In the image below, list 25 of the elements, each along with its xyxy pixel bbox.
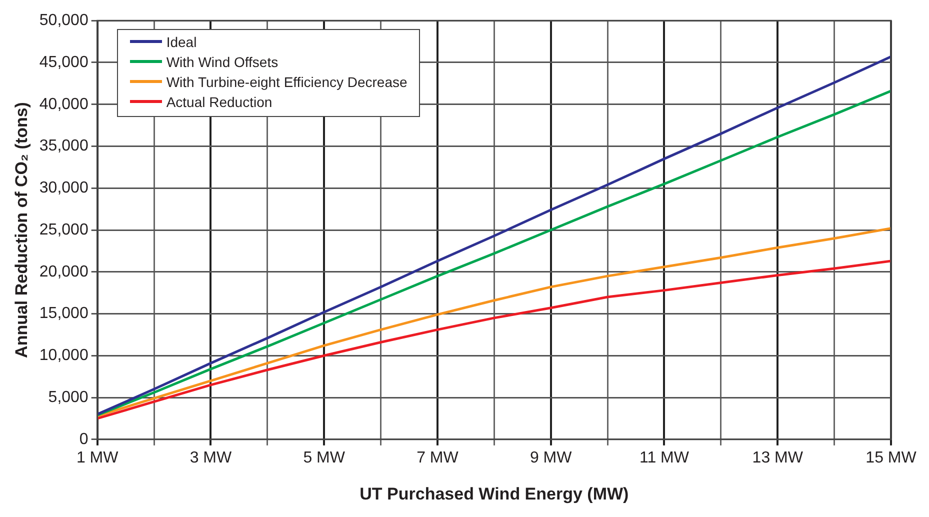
x-tick-label: 11 MW [639, 449, 690, 466]
y-axis-title: Annual Reduction of CO₂ (tons) [12, 102, 31, 358]
x-tick-label: 3 MW [190, 449, 232, 466]
legend-label: With Wind Offsets [166, 52, 278, 72]
y-tick-label: 30,000 [39, 180, 88, 197]
y-tick-label: 5,000 [48, 388, 88, 406]
x-tick-label: 1 MW [76, 449, 120, 466]
y-tick-label: 45,000 [39, 54, 88, 71]
y-tick-label: 15,000 [39, 305, 88, 322]
y-tick-label: 20,000 [39, 263, 88, 280]
y-tick-label: 50,000 [39, 12, 88, 30]
y-tick-label: 25,000 [39, 221, 88, 238]
y-tick-label: 35,000 [39, 138, 88, 155]
x-tick-label: 13 MW [752, 449, 804, 466]
x-tick-label: 5 MW [303, 449, 346, 466]
y-tick-label: 10,000 [39, 347, 88, 364]
x-tick-label: 9 MW [530, 449, 573, 466]
x-tick-label: 15 MW [866, 449, 918, 466]
x-tick-label: 7 MW [416, 449, 460, 466]
legend-label: Actual Reduction [166, 92, 272, 112]
legend-label: Ideal [166, 32, 197, 52]
x-axis-title: UT Purchased Wind Energy (MW) [360, 484, 629, 504]
y-tick-label: 0 [79, 430, 88, 448]
legend-label: With Turbine-eight Efficiency Decrease [166, 72, 408, 92]
y-tick-label: 40,000 [39, 96, 88, 113]
